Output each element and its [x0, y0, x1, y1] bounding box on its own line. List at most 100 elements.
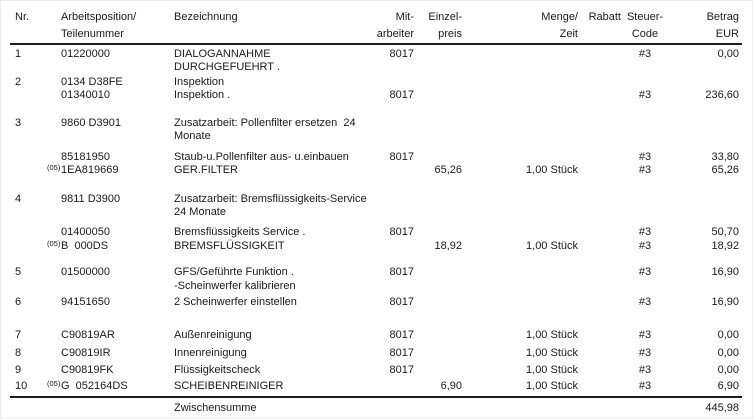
cell-rabatt	[578, 280, 621, 293]
col-header-bezeichnung-2	[174, 28, 364, 41]
cell-mitarbeiter: 8017	[389, 329, 414, 341]
cell-position: C90819AR	[61, 329, 115, 341]
cell-mitarbeiter	[364, 193, 414, 206]
cell-steuercode: #3	[638, 164, 652, 176]
cell-part-prefix	[47, 45, 61, 58]
cell-bezeichnung: DURCHGEFUEHRT .	[174, 61, 280, 73]
cell-position: 9811 D3900	[61, 193, 121, 205]
col-header-nr-2	[15, 28, 47, 41]
table-header-row-2: Teilenummer arbeiter preis Zeit Code EUR	[1, 28, 752, 41]
cell-steuercode	[621, 117, 669, 130]
cell-rabatt	[578, 89, 621, 102]
cell-bezeichnung: Bremsflüssigkeits Service .	[174, 226, 306, 238]
col-header-nr: Nr.	[15, 11, 30, 23]
table-row: -Scheinwerfer kalibrieren	[1, 280, 752, 293]
cell-menge-zeit	[462, 226, 578, 239]
subtotal-row: Zwischensumme 445,98	[1, 402, 752, 415]
table-row: 3 9860 D3901 Zusatzarbeit: Pollenfilter …	[1, 117, 752, 130]
subtotal-sup-spacer	[47, 399, 61, 412]
cell-nr	[15, 240, 47, 253]
col-header-mitarbeiter: Mit-	[395, 11, 414, 23]
cell-mitarbeiter	[364, 380, 414, 393]
cell-steuercode: #3	[638, 329, 652, 341]
cell-menge-zeit: 1,00 Stück	[526, 380, 578, 392]
cell-einzelpreis	[414, 226, 462, 239]
table-row: 7 C90819AR Außenreinigung 8017 1,00 Stüc…	[1, 329, 752, 342]
col-header-sup-spacer-2	[47, 25, 61, 38]
cell-rabatt	[578, 266, 621, 279]
cell-menge-zeit	[462, 130, 578, 143]
cell-betrag: 0,00	[717, 364, 739, 376]
subtotal-nr-spacer	[15, 402, 47, 415]
subtotal-label: Zwischensumme	[174, 402, 257, 414]
cell-part-prefix	[47, 58, 61, 71]
cell-menge-zeit: 1,00 Stück	[526, 329, 578, 341]
cell-steuercode: #3	[638, 226, 652, 238]
cell-steuercode: #3	[638, 380, 652, 392]
cell-nr: 5	[15, 266, 22, 278]
cell-part-prefix	[47, 293, 61, 306]
cell-mitarbeiter	[364, 117, 414, 130]
cell-nr: 3	[15, 117, 22, 129]
cell-part-prefix: (05)	[47, 239, 61, 248]
cell-betrag	[669, 130, 739, 143]
cell-einzelpreis	[414, 117, 462, 130]
cell-mitarbeiter: 8017	[389, 296, 414, 308]
cell-menge-zeit	[462, 266, 578, 279]
cell-einzelpreis	[414, 280, 462, 293]
cell-bezeichnung: Monate	[174, 130, 211, 142]
cell-rabatt	[578, 130, 621, 143]
cell-nr	[15, 280, 47, 293]
table-row: DURCHGEFUEHRT .	[1, 61, 752, 74]
cell-einzelpreis	[414, 206, 462, 219]
cell-part-prefix	[47, 73, 61, 86]
cell-menge-zeit	[462, 151, 578, 164]
cell-bezeichnung: Inspektion .	[174, 89, 231, 101]
cell-steuercode: #3	[638, 89, 652, 101]
subtotal-rabatt-spacer	[578, 402, 621, 415]
cell-part-prefix: (05)	[47, 163, 61, 172]
table-row: 6 94151650 2 Scheinwerfer einstellen 801…	[1, 296, 752, 309]
cell-bezeichnung: Außenreinigung	[174, 329, 252, 341]
cell-steuercode	[621, 193, 669, 206]
cell-bezeichnung: 2 Scheinwerfer einstellen	[174, 296, 297, 308]
cell-bezeichnung: Staub-u.Pollenfilter aus- u.einbauen	[174, 151, 349, 163]
cell-bezeichnung: Zusatzarbeit: Pollenfilter ersetzen 24	[174, 117, 356, 129]
cell-part-prefix	[47, 223, 61, 236]
cell-steuercode: #3	[638, 151, 652, 163]
cell-position: 01340010	[61, 89, 110, 101]
subtotal-value: 445,98	[705, 402, 739, 414]
subtotal-menge-spacer	[462, 402, 578, 415]
table-row: 01400050 Bremsflüssigkeits Service . 801…	[1, 226, 752, 239]
col-header-einzelpreis: Einzel-	[428, 11, 462, 23]
cell-mitarbeiter: 8017	[389, 151, 414, 163]
cell-mitarbeiter: 8017	[389, 226, 414, 238]
col-header-eur: EUR	[715, 28, 739, 40]
table-row: 4 9811 D3900 Zusatzarbeit: Bremsflüssigk…	[1, 193, 752, 206]
cell-betrag	[669, 61, 739, 74]
cell-nr: 7	[15, 329, 22, 341]
cell-einzelpreis: 18,92	[434, 240, 462, 252]
cell-position: C90819FK	[61, 364, 114, 376]
cell-einzelpreis	[414, 76, 462, 89]
col-header-position: Arbeitsposition/	[61, 11, 137, 23]
cell-steuercode	[621, 76, 669, 89]
cell-betrag: 0,00	[717, 329, 739, 341]
cell-menge-zeit: 1,00 Stück	[526, 364, 578, 376]
cell-betrag: 6,90	[717, 380, 739, 392]
cell-mitarbeiter	[364, 280, 414, 293]
col-header-teilenummer: Teilenummer	[61, 28, 124, 40]
cell-rabatt	[578, 61, 621, 74]
cell-menge-zeit	[462, 193, 578, 206]
cell-rabatt	[578, 380, 621, 393]
cell-position: 01500000	[61, 266, 110, 278]
cell-einzelpreis	[414, 193, 462, 206]
cell-steuercode: #3	[638, 296, 652, 308]
cell-nr: 10	[15, 380, 28, 392]
table-row: 10 (05) G 052164DS SCHEIBENREINIGER 6,90…	[1, 379, 752, 393]
cell-einzelpreis	[414, 130, 462, 143]
col-header-zeit: Zeit	[559, 28, 578, 40]
cell-position: 9860 D3901	[61, 117, 121, 129]
cell-mitarbeiter: 8017	[389, 89, 414, 101]
